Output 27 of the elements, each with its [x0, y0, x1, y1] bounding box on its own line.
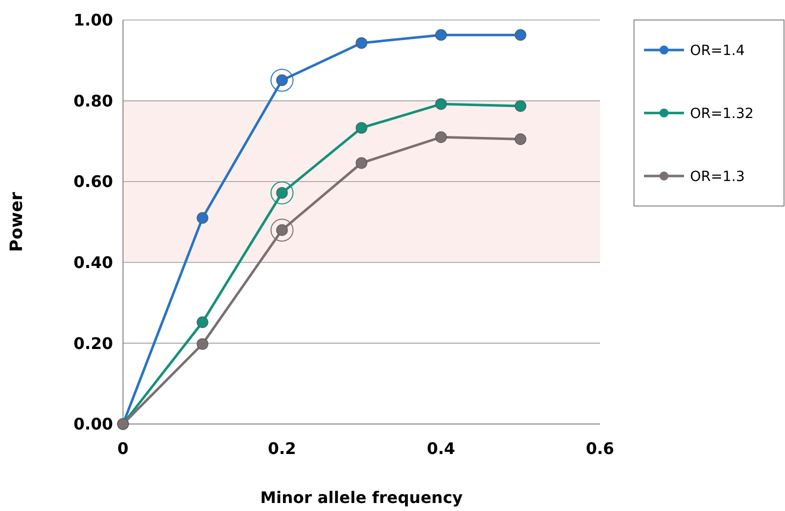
y-tick-label: 1.00	[74, 10, 113, 30]
y-axis-title: Power	[7, 192, 27, 252]
y-tick-label: 0.80	[74, 91, 113, 110]
x-tick-label: 0.2	[268, 439, 296, 458]
point	[435, 98, 447, 110]
point	[356, 37, 368, 49]
legend-label: OR=1.4	[690, 42, 745, 59]
x-axis-title: Minor allele frequency	[260, 488, 464, 507]
point	[356, 122, 368, 134]
legend-label: OR=1.32	[690, 106, 754, 122]
point	[514, 133, 526, 145]
x-tick-label: 0.4	[426, 439, 456, 458]
point	[196, 338, 208, 350]
point	[514, 100, 526, 112]
point	[356, 157, 368, 169]
point	[514, 29, 526, 41]
x-tick-label: 0.6	[586, 439, 614, 458]
x-tick-label: 0	[117, 439, 129, 458]
legend-label: OR=1.3	[690, 168, 745, 185]
point	[196, 212, 208, 224]
y-tick-label: 0.20	[74, 334, 113, 353]
y-tick-label: 0.60	[74, 172, 113, 192]
point	[196, 316, 208, 328]
y-tick-label: 0.00	[74, 414, 113, 434]
point	[435, 131, 447, 143]
y-tick-label: 0.40	[74, 253, 113, 272]
point	[435, 29, 447, 41]
